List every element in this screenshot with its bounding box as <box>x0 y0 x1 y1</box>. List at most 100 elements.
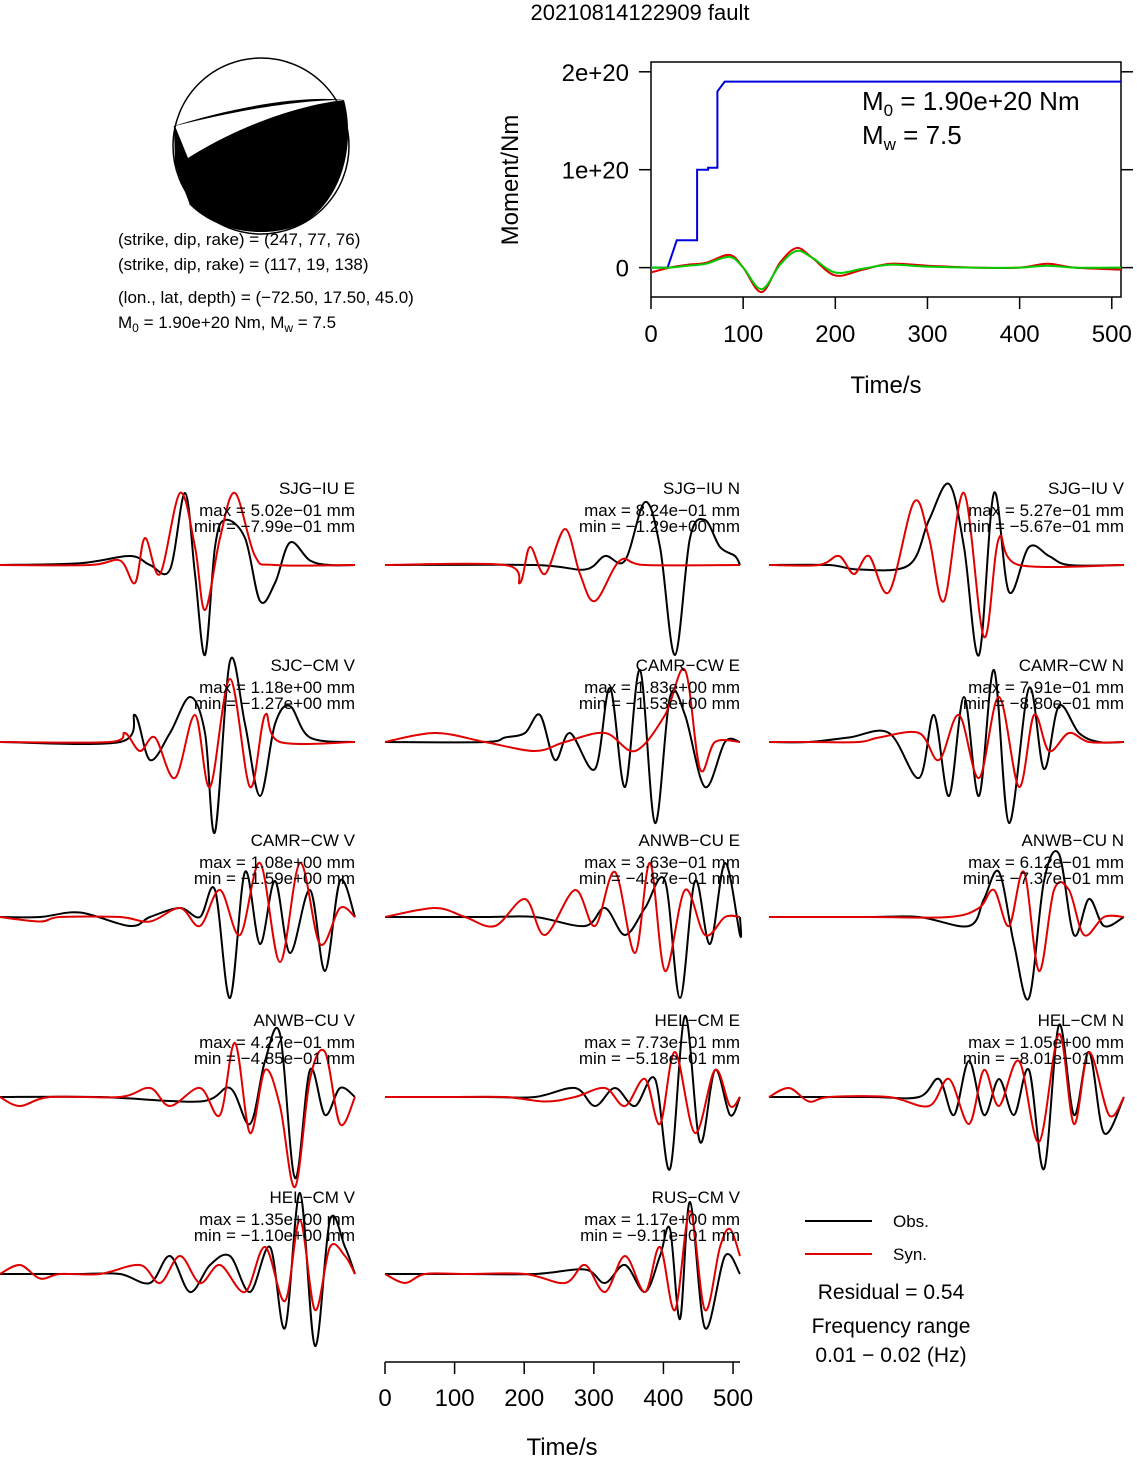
synthetic-trace <box>384 1209 741 1312</box>
observed-trace <box>385 1014 741 1171</box>
moment-x-tick-label: 0 <box>644 321 657 348</box>
max-amplitude-label: max = 5.27e−01 mm <box>968 501 1124 520</box>
moment-ylabel: Moment/Nm <box>497 115 524 246</box>
moment-x-tick-label: 100 <box>723 321 763 348</box>
observed-trace <box>0 870 356 1000</box>
synthetic-trace <box>0 677 356 789</box>
moment-x-tick-label: 200 <box>815 321 855 348</box>
min-amplitude-label: min = −7.37e−01 mm <box>963 869 1124 888</box>
min-amplitude-label: min = −8.01e−01 mm <box>963 1049 1124 1068</box>
synthetic-trace <box>0 491 356 612</box>
synthetic-trace <box>384 667 741 773</box>
moment-y-tick-label: 2e+20 <box>562 60 629 87</box>
waveform-x-axis: Time/s 0 100 200 300 400 500 <box>378 1361 753 1458</box>
max-amplitude-label: max = 1.17e+00 mm <box>584 1210 740 1229</box>
waveform-x-tick-label: 100 <box>435 1385 475 1412</box>
moment-plot-frame <box>650 61 1122 298</box>
max-amplitude-label: max = 1.05e+00 mm <box>968 1033 1124 1052</box>
moment-series-line <box>651 80 1121 269</box>
max-amplitude-label: max = 4.27e−01 mm <box>199 1033 355 1052</box>
moment-x-tick-label: 400 <box>1000 321 1040 348</box>
synthetic-trace <box>385 1050 741 1135</box>
mechanism-line-1: (strike, dip, rake) = (247, 77, 76) <box>118 230 360 249</box>
max-amplitude-label: max = 6.12e−01 mm <box>968 853 1124 872</box>
frequency-range-value: 0.01 − 0.02 (Hz) <box>815 1344 966 1367</box>
synthetic-trace <box>769 870 1125 973</box>
moment-x-tick-label: 500 <box>1092 321 1132 348</box>
station-label: SJG−IU V <box>1048 479 1125 498</box>
station-label: ANWB−CU N <box>1022 831 1124 850</box>
synthetic-trace <box>768 1032 1125 1144</box>
min-amplitude-label: min = −5.18e−01 mm <box>579 1049 740 1068</box>
station-label: RUS−CM V <box>652 1188 741 1207</box>
min-amplitude-label: min = −4.85e−01 mm <box>194 1049 355 1068</box>
frequency-range-label: Frequency range <box>812 1315 971 1338</box>
min-amplitude-label: min = −1.10e+00 mm <box>194 1226 355 1245</box>
max-amplitude-label: max = 1.08e+00 mm <box>199 853 355 872</box>
moment-mw-annotation: Mw = 7.5 <box>862 120 962 154</box>
waveform-x-tick-label: 0 <box>378 1385 391 1412</box>
station-label: SJG−IU N <box>663 479 740 498</box>
focal-mechanism-beachball <box>172 57 350 235</box>
station-label: ANWB−CU V <box>253 1011 355 1030</box>
synthetic-trace <box>768 695 1125 789</box>
station-label: SJC−CM V <box>270 656 355 675</box>
moment-x-tick-label: 300 <box>907 321 947 348</box>
residual-text: Residual = 0.54 <box>818 1281 965 1304</box>
waveform-xlabel: Time/s <box>526 1434 597 1458</box>
moment-y-tick-label: 0 <box>616 256 629 283</box>
magnitude-line: M0 = 1.90e+20 Nm, Mw = 7.5 <box>118 313 336 335</box>
max-amplitude-label: max = 1.35e+00 mm <box>199 1210 355 1229</box>
max-amplitude-label: max = 3.63e−01 mm <box>584 853 740 872</box>
beachball-outline <box>172 57 350 235</box>
min-amplitude-label: min = −1.27e+00 mm <box>194 694 355 713</box>
min-amplitude-label: min = −1.59e+00 mm <box>194 869 355 888</box>
figure-title: 20210814122909 fault <box>531 0 750 25</box>
moment-panel: 0 100 200 300 400 500 0 1e+20 2e+20 Moment/Nm Ti… <box>497 60 1133 399</box>
max-amplitude-label: max = 5.02e−01 mm <box>199 501 355 520</box>
station-label: ANWB−CU E <box>638 831 740 850</box>
mechanism-line-2: (strike, dip, rake) = (117, 19, 138) <box>118 255 369 274</box>
station-label: CAMR−CW V <box>251 831 356 850</box>
synthetic-trace <box>384 861 741 973</box>
legend-syn-label: Syn. <box>893 1245 927 1264</box>
max-amplitude-label: max = 7.73e−01 mm <box>584 1033 740 1052</box>
observed-trace <box>385 861 743 1000</box>
station-label: HEL−CM V <box>270 1188 356 1207</box>
station-label: CAMR−CW N <box>1019 656 1124 675</box>
station-label: SJG−IU E <box>279 479 355 498</box>
synthetic-trace <box>0 861 356 964</box>
min-amplitude-label: min = −5.67e−01 mm <box>963 517 1124 536</box>
moment-y-tick-label: 1e+20 <box>562 158 629 185</box>
station-label: CAMR−CW E <box>636 656 740 675</box>
synthetic-trace <box>384 527 741 603</box>
legend: Obs. Syn. Residual = 0.54 Frequency rang… <box>805 1212 970 1367</box>
observed-trace <box>768 482 1125 657</box>
moment-series-line <box>650 246 1122 294</box>
min-amplitude-label: min = −7.99e−01 mm <box>194 517 355 536</box>
max-amplitude-label: max = 8.24e−01 mm <box>584 501 740 520</box>
min-amplitude-label: min = −4.87e−01 mm <box>579 869 740 888</box>
location-line: (lon., lat, depth) = (−72.50, 17.50, 45.… <box>118 288 414 307</box>
waveform-x-tick-label: 500 <box>713 1385 753 1412</box>
min-amplitude-label: min = −8.80e−01 mm <box>963 694 1124 713</box>
max-amplitude-label: max = 7.91e−01 mm <box>968 678 1124 697</box>
synthetic-trace <box>0 1218 356 1312</box>
waveform-x-tick-label: 300 <box>574 1385 614 1412</box>
waveform-x-tick-label: 200 <box>504 1385 544 1412</box>
